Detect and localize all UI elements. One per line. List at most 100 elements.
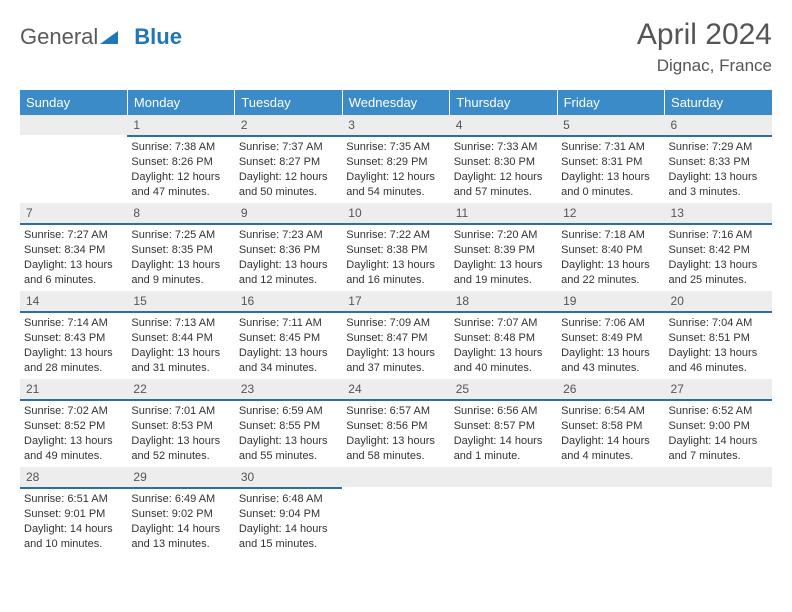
sunrise-text: Sunrise: 7:23 AM [239,228,338,243]
day-details: Sunrise: 7:31 AMSunset: 8:31 PMDaylight:… [557,137,664,201]
day-number: 20 [665,291,772,313]
day-number-empty [557,467,664,487]
calendar-day-cell: 26Sunrise: 6:54 AMSunset: 8:58 PMDayligh… [557,379,664,467]
calendar-week-row: 28Sunrise: 6:51 AMSunset: 9:01 PMDayligh… [20,467,772,555]
sunrise-text: Sunrise: 7:33 AM [454,140,553,155]
title-block: April 2024 Dignac, France [637,18,772,76]
calendar-week-row: 7Sunrise: 7:27 AMSunset: 8:34 PMDaylight… [20,203,772,291]
day-details: Sunrise: 7:25 AMSunset: 8:35 PMDaylight:… [127,225,234,289]
daylight-text-2: and 43 minutes. [561,361,660,376]
day-number: 11 [450,203,557,225]
sunrise-text: Sunrise: 7:02 AM [24,404,123,419]
calendar-day-cell: 19Sunrise: 7:06 AMSunset: 8:49 PMDayligh… [557,291,664,379]
sunrise-text: Sunrise: 7:18 AM [561,228,660,243]
sunset-text: Sunset: 8:53 PM [131,419,230,434]
daylight-text-2: and 15 minutes. [239,537,338,552]
daylight-text-1: Daylight: 13 hours [454,346,553,361]
day-details: Sunrise: 6:56 AMSunset: 8:57 PMDaylight:… [450,401,557,465]
day-details: Sunrise: 6:52 AMSunset: 9:00 PMDaylight:… [665,401,772,465]
day-details: Sunrise: 7:33 AMSunset: 8:30 PMDaylight:… [450,137,557,201]
day-number: 25 [450,379,557,401]
sunset-text: Sunset: 9:01 PM [24,507,123,522]
sunrise-text: Sunrise: 6:48 AM [239,492,338,507]
daylight-text-2: and 47 minutes. [131,185,230,200]
day-number: 3 [342,115,449,137]
day-number-empty [20,115,127,135]
daylight-text-2: and 55 minutes. [239,449,338,464]
sunset-text: Sunset: 8:33 PM [669,155,768,170]
sunset-text: Sunset: 8:48 PM [454,331,553,346]
calendar-week-row: 14Sunrise: 7:14 AMSunset: 8:43 PMDayligh… [20,291,772,379]
sunset-text: Sunset: 8:45 PM [239,331,338,346]
sunset-text: Sunset: 8:29 PM [346,155,445,170]
weekday-header: Thursday [450,90,557,115]
daylight-text-2: and 1 minute. [454,449,553,464]
calendar-day-cell: 18Sunrise: 7:07 AMSunset: 8:48 PMDayligh… [450,291,557,379]
daylight-text-2: and 22 minutes. [561,273,660,288]
day-number: 1 [127,115,234,137]
month-title: April 2024 [637,18,772,52]
sunset-text: Sunset: 8:55 PM [239,419,338,434]
calendar-day-cell: 14Sunrise: 7:14 AMSunset: 8:43 PMDayligh… [20,291,127,379]
day-number: 19 [557,291,664,313]
daylight-text-1: Daylight: 14 hours [454,434,553,449]
calendar-body: 1Sunrise: 7:38 AMSunset: 8:26 PMDaylight… [20,115,772,555]
day-details: Sunrise: 7:22 AMSunset: 8:38 PMDaylight:… [342,225,449,289]
sunset-text: Sunset: 8:27 PM [239,155,338,170]
daylight-text-2: and 9 minutes. [131,273,230,288]
weekday-header: Sunday [20,90,127,115]
sunrise-text: Sunrise: 7:37 AM [239,140,338,155]
daylight-text-1: Daylight: 13 hours [239,258,338,273]
daylight-text-2: and 19 minutes. [454,273,553,288]
sunset-text: Sunset: 8:56 PM [346,419,445,434]
calendar-day-cell: 20Sunrise: 7:04 AMSunset: 8:51 PMDayligh… [665,291,772,379]
sunset-text: Sunset: 8:44 PM [131,331,230,346]
brand-triangle-icon [100,24,118,50]
location-label: Dignac, France [637,56,772,76]
sunrise-text: Sunrise: 7:16 AM [669,228,768,243]
daylight-text-1: Daylight: 12 hours [239,170,338,185]
day-number: 16 [235,291,342,313]
sunrise-text: Sunrise: 7:13 AM [131,316,230,331]
calendar-day-cell: 12Sunrise: 7:18 AMSunset: 8:40 PMDayligh… [557,203,664,291]
sunset-text: Sunset: 8:30 PM [454,155,553,170]
calendar-day-cell: 16Sunrise: 7:11 AMSunset: 8:45 PMDayligh… [235,291,342,379]
day-number: 30 [235,467,342,489]
sunrise-text: Sunrise: 7:06 AM [561,316,660,331]
day-number: 26 [557,379,664,401]
day-number-empty [665,467,772,487]
calendar-week-row: 21Sunrise: 7:02 AMSunset: 8:52 PMDayligh… [20,379,772,467]
daylight-text-2: and 10 minutes. [24,537,123,552]
calendar-week-row: 1Sunrise: 7:38 AMSunset: 8:26 PMDaylight… [20,115,772,203]
daylight-text-1: Daylight: 12 hours [346,170,445,185]
weekday-header-row: SundayMondayTuesdayWednesdayThursdayFrid… [20,90,772,115]
daylight-text-1: Daylight: 13 hours [239,434,338,449]
day-details: Sunrise: 7:06 AMSunset: 8:49 PMDaylight:… [557,313,664,377]
day-details: Sunrise: 6:57 AMSunset: 8:56 PMDaylight:… [342,401,449,465]
day-number: 5 [557,115,664,137]
day-number: 2 [235,115,342,137]
sunrise-text: Sunrise: 6:59 AM [239,404,338,419]
calendar-day-cell: 29Sunrise: 6:49 AMSunset: 9:02 PMDayligh… [127,467,234,555]
daylight-text-1: Daylight: 13 hours [346,346,445,361]
daylight-text-2: and 40 minutes. [454,361,553,376]
sunrise-text: Sunrise: 7:04 AM [669,316,768,331]
daylight-text-1: Daylight: 14 hours [561,434,660,449]
sunrise-text: Sunrise: 7:14 AM [24,316,123,331]
daylight-text-2: and 46 minutes. [669,361,768,376]
day-number: 15 [127,291,234,313]
day-details: Sunrise: 7:29 AMSunset: 8:33 PMDaylight:… [665,137,772,201]
calendar-table: SundayMondayTuesdayWednesdayThursdayFrid… [20,90,772,555]
daylight-text-1: Daylight: 13 hours [454,258,553,273]
day-number: 4 [450,115,557,137]
day-details: Sunrise: 7:04 AMSunset: 8:51 PMDaylight:… [665,313,772,377]
daylight-text-1: Daylight: 13 hours [239,346,338,361]
sunrise-text: Sunrise: 7:20 AM [454,228,553,243]
day-number: 24 [342,379,449,401]
sunrise-text: Sunrise: 7:29 AM [669,140,768,155]
calendar-day-cell: 6Sunrise: 7:29 AMSunset: 8:33 PMDaylight… [665,115,772,203]
calendar-day-cell [557,467,664,555]
day-number: 12 [557,203,664,225]
daylight-text-1: Daylight: 13 hours [669,170,768,185]
brand-part1: General [20,24,98,50]
